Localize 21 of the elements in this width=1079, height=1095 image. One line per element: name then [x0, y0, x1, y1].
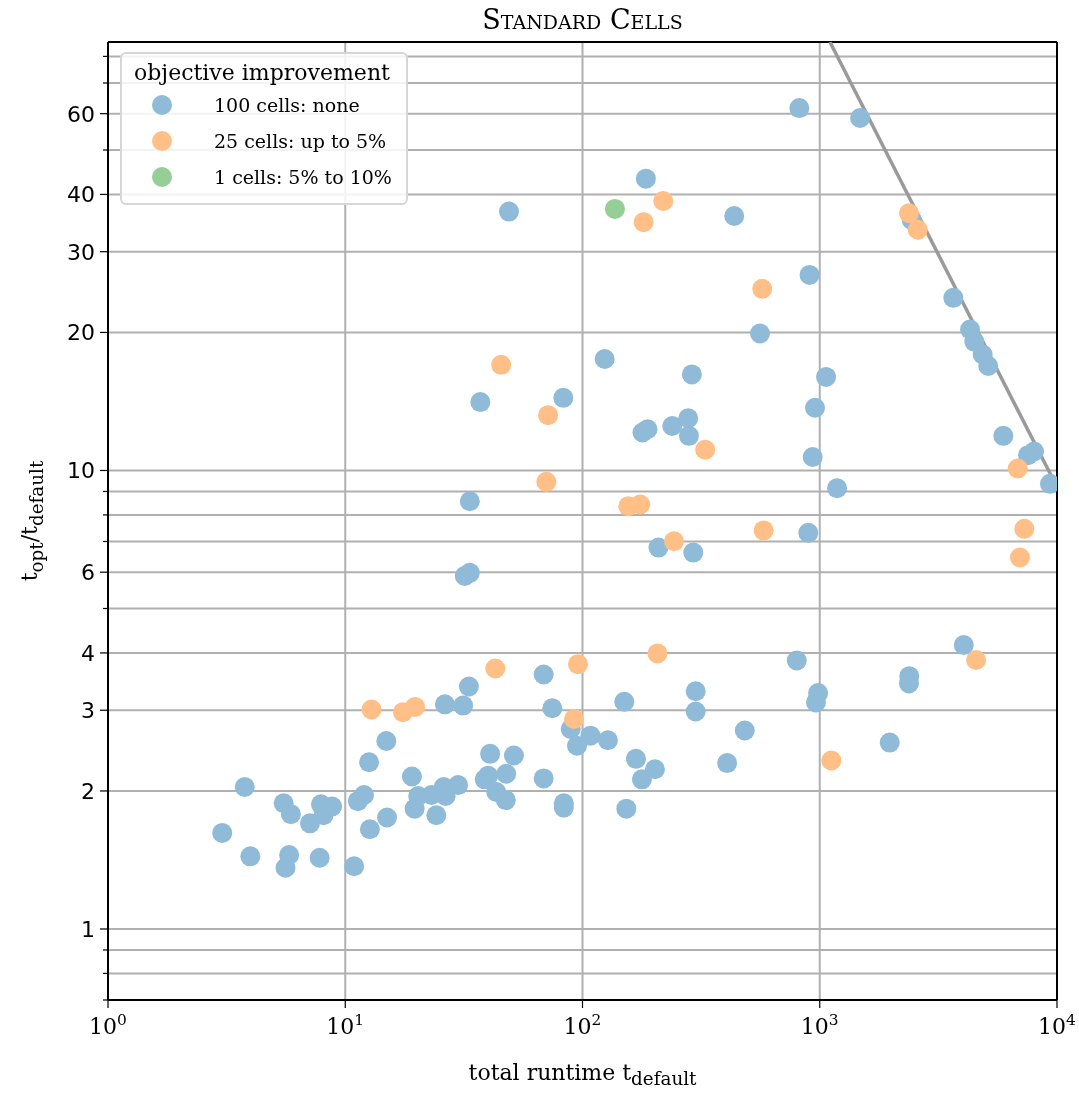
x-tick-label: 10$^{0}$ — [89, 1011, 127, 1039]
y-tick-label: 20 — [67, 320, 95, 346]
y-tick-label: 4 — [81, 640, 95, 666]
y-tick-label: 60 — [67, 101, 95, 127]
x-tick-label: 10$^{1}$ — [326, 1011, 365, 1039]
x-tick-label: 10$^{2}$ — [563, 1011, 602, 1039]
y-tick-label: 10 — [67, 458, 95, 484]
y-tick-label: 3 — [81, 698, 95, 724]
legend-label: 25 cells: up to 5% — [214, 130, 387, 152]
legend-label: 1 cells: 5% to 10% — [214, 166, 392, 188]
y-tick-label: 2 — [81, 778, 95, 804]
x-tick-label: 10$^{4}$ — [1038, 1011, 1077, 1039]
chart-title: Standard Cells — [481, 4, 684, 35]
y-tick-label: 30 — [67, 239, 95, 265]
y-tick-label: 1 — [81, 916, 95, 942]
legend-label: 100 cells: none — [214, 94, 360, 116]
y-tick-label: 40 — [67, 182, 95, 208]
y-tick-label: 6 — [81, 560, 95, 586]
x-axis-title: total runtime t$_{default}$ — [467, 1060, 698, 1090]
legend-title: objective improvement — [134, 60, 391, 85]
x-tick-label: 10$^{3}$ — [800, 1011, 839, 1039]
